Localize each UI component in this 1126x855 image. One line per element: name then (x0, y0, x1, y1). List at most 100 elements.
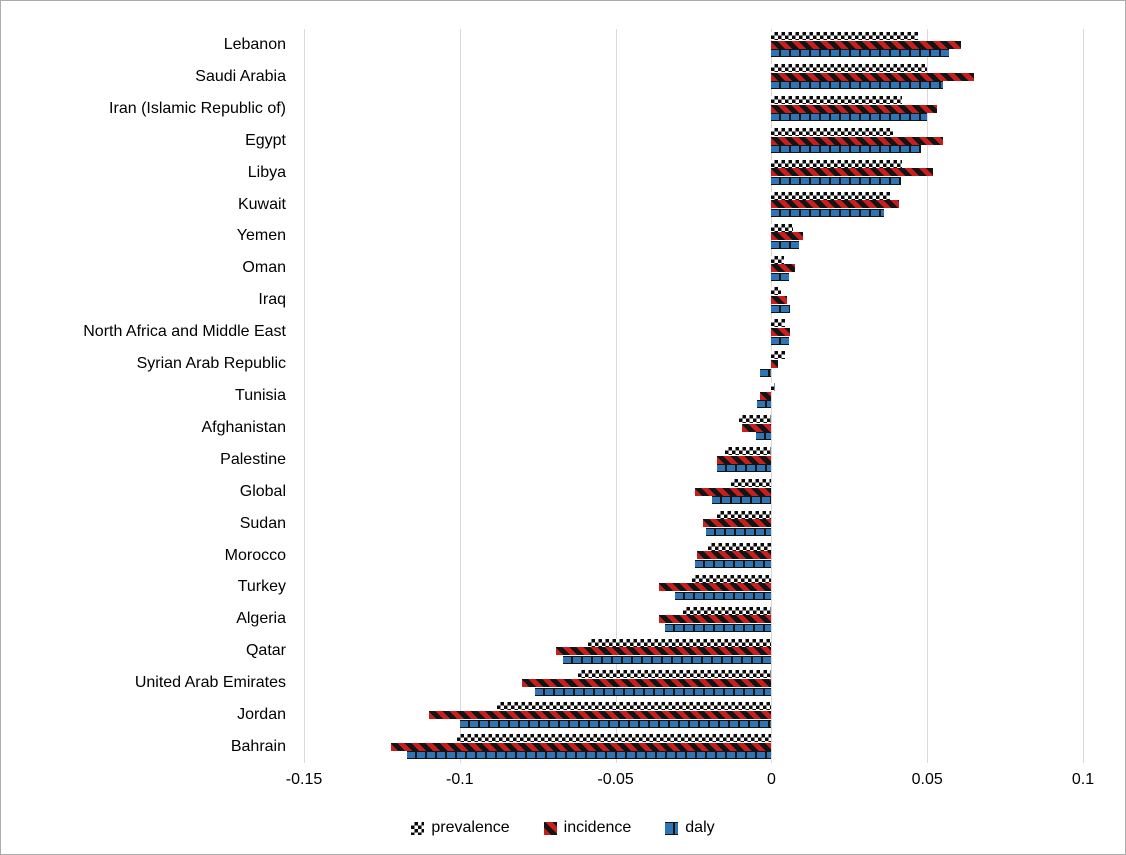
bar-incidence (771, 40, 962, 49)
bar-incidence (556, 647, 772, 656)
x-tick-label: 0.05 (911, 771, 943, 788)
bar-prevalence (456, 734, 772, 743)
bar-prevalence (497, 702, 772, 711)
bar-prevalence (771, 127, 893, 136)
bar-prevalence (771, 383, 775, 392)
legend-label: incidence (563, 819, 632, 836)
category-row (304, 540, 1083, 572)
bar-incidence (771, 72, 974, 81)
bar-daly (459, 719, 772, 728)
category-row (304, 348, 1083, 380)
bar-prevalence (738, 415, 772, 424)
category-row (304, 61, 1083, 93)
legend-label: prevalence (431, 819, 510, 836)
gridline (1083, 29, 1084, 763)
legend-label: daly (685, 819, 715, 836)
bar-daly (674, 591, 772, 600)
category-row (304, 603, 1083, 635)
bar-prevalence (682, 606, 772, 615)
category-row (304, 252, 1083, 284)
category-label: Syrian Arab Republic (136, 355, 286, 373)
legend: prevalence incidence daly (1, 819, 1125, 837)
category-label: Morocco (224, 546, 286, 564)
category-label: Sudan (239, 514, 286, 532)
category-row (304, 220, 1083, 252)
bar-daly (562, 655, 772, 664)
bar-prevalence (771, 32, 918, 41)
x-tick-label: -0.05 (597, 771, 634, 788)
bar-daly (716, 464, 772, 473)
gridline (615, 29, 617, 763)
x-tick-label: -0.15 (285, 771, 323, 788)
category-row (304, 667, 1083, 699)
bar-prevalence (771, 287, 781, 296)
bar-daly (771, 208, 884, 217)
category-label: North Africa and Middle East (83, 323, 286, 341)
category-row (304, 284, 1083, 316)
x-axis-tick-labels: -0.15 -0.1 -0.05 0 0.05 0.1 (1, 770, 1125, 794)
category-label: Turkey (237, 578, 286, 596)
bar-incidence (522, 679, 772, 688)
bar-incidence (696, 551, 772, 560)
bar-daly (771, 177, 901, 186)
bar-daly (771, 81, 943, 90)
bar-daly (771, 49, 949, 58)
bar-prevalence (771, 96, 903, 104)
category-label: Oman (242, 259, 286, 277)
bar-prevalence (707, 542, 772, 551)
category-label: Tunisia (235, 387, 286, 404)
bar-incidence (771, 328, 791, 336)
bar-daly (771, 240, 800, 249)
bar-prevalence (771, 351, 786, 360)
category-row (304, 508, 1083, 540)
gridline (304, 29, 305, 763)
category-row (304, 189, 1083, 221)
bar-incidence (741, 423, 772, 432)
x-tick-label: 0.1 (1071, 771, 1095, 788)
plot-area (304, 29, 1084, 763)
category-label: Yemen (236, 227, 286, 245)
gridline (927, 29, 929, 763)
bar-incidence (771, 168, 934, 177)
bar-daly (534, 687, 772, 696)
bar-prevalence (716, 510, 772, 519)
category-label: Saudi Arabia (195, 67, 286, 85)
bar-daly (755, 432, 772, 441)
bar-incidence (760, 391, 772, 400)
category-label: Kuwait (237, 195, 286, 213)
gridline (771, 29, 773, 763)
bar-daly (771, 113, 928, 122)
category-row (304, 93, 1083, 125)
legend-swatch-incidence-icon (543, 821, 557, 835)
bar-daly (712, 496, 772, 505)
bar-incidence (659, 583, 772, 592)
legend-item-incidence: incidence (543, 819, 632, 837)
bar-prevalence (587, 638, 772, 647)
category-row (304, 380, 1083, 412)
bar-daly (406, 751, 772, 760)
category-row (304, 731, 1083, 763)
bar-incidence (771, 104, 937, 113)
bar-incidence (391, 742, 772, 751)
category-label: Lebanon (223, 35, 286, 53)
category-row (304, 316, 1083, 348)
x-tick-label: -0.1 (446, 771, 474, 788)
bar-daly (760, 368, 772, 377)
category-label: Jordan (237, 706, 286, 724)
category-row (304, 29, 1083, 61)
category-row (304, 699, 1083, 731)
bar-daly (705, 528, 772, 537)
legend-item-daly: daly (665, 819, 715, 837)
bar-daly (757, 400, 772, 409)
bar-incidence (716, 455, 772, 464)
category-label: Global (239, 482, 286, 500)
bar-incidence (771, 296, 787, 305)
category-label: Iraq (258, 291, 286, 309)
category-label: United Arab Emirates (134, 674, 286, 692)
bar-incidence (659, 615, 772, 624)
bar-incidence (771, 264, 795, 273)
category-label: Bahrain (230, 738, 286, 756)
category-row (304, 444, 1083, 476)
y-axis-labels: Lebanon Saudi Arabia Iran (Islamic Republi… (1, 29, 286, 763)
